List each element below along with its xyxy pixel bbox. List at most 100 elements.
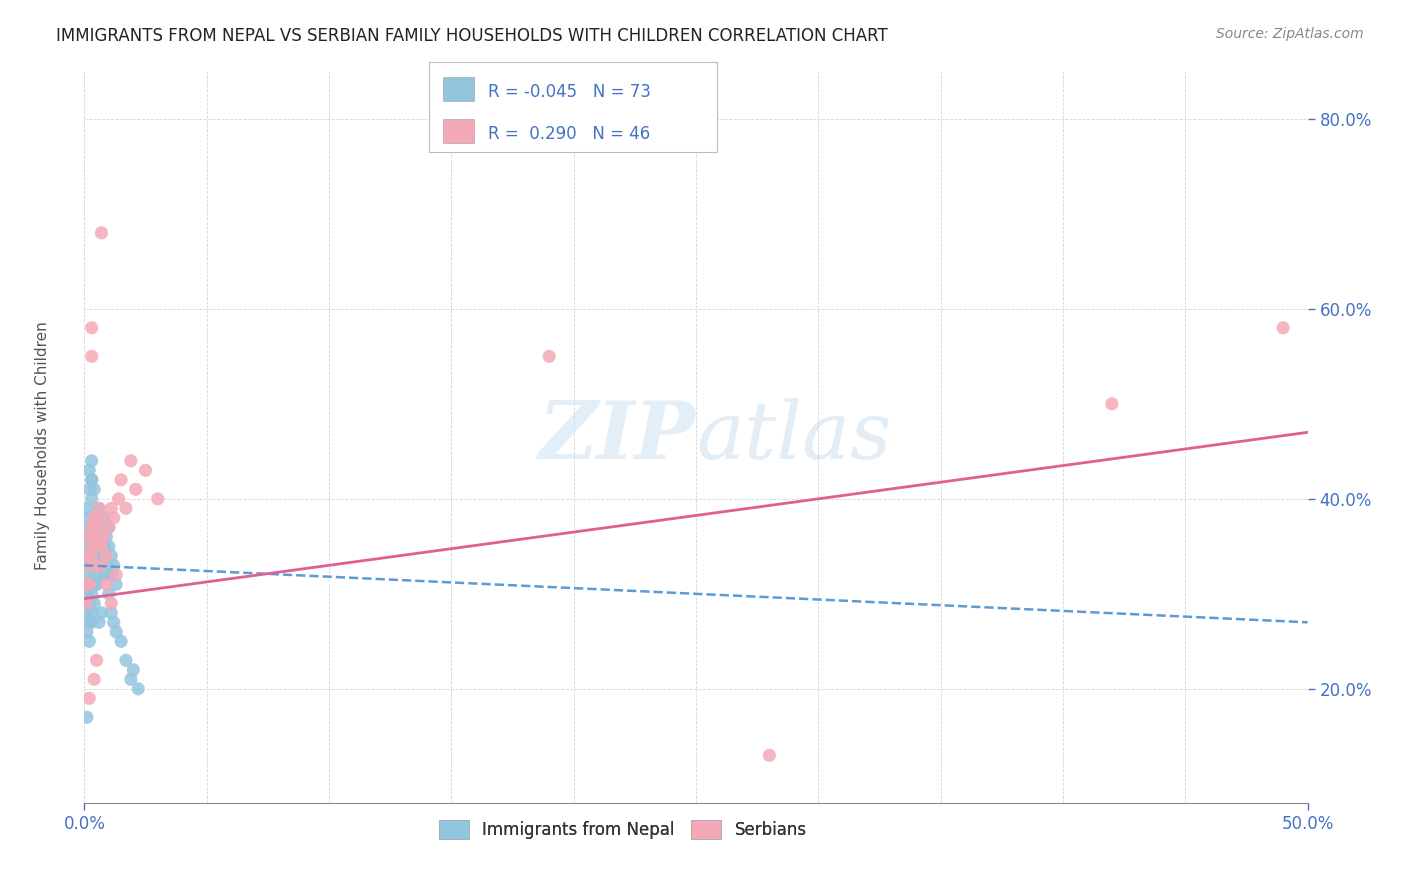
Point <box>77 615 100 630</box>
Point <box>80 549 103 563</box>
Point <box>83 558 105 573</box>
Point <box>93 539 115 553</box>
Point <box>76 501 98 516</box>
Point <box>77 530 100 544</box>
Point <box>87 615 110 630</box>
Point <box>90 226 112 240</box>
Point <box>96 567 118 582</box>
Point <box>93 511 115 525</box>
Point <box>93 567 115 582</box>
Point <box>86 653 108 667</box>
Point <box>96 558 118 573</box>
Point <box>83 673 105 687</box>
Point <box>103 558 125 573</box>
Point <box>77 634 100 648</box>
Point <box>80 539 103 553</box>
Point <box>105 567 128 582</box>
Text: R =  0.290   N = 46: R = 0.290 N = 46 <box>488 125 650 143</box>
Point <box>120 673 142 687</box>
Point <box>97 539 120 553</box>
Point <box>83 530 105 544</box>
Point <box>90 606 112 620</box>
Point <box>115 501 138 516</box>
Text: Family Households with Children: Family Households with Children <box>35 322 49 570</box>
Point <box>103 615 125 630</box>
Point <box>80 520 103 534</box>
Point <box>76 539 98 553</box>
Point <box>77 483 100 497</box>
Point <box>146 491 169 506</box>
Text: IMMIGRANTS FROM NEPAL VS SERBIAN FAMILY HOUSEHOLDS WITH CHILDREN CORRELATION CHA: IMMIGRANTS FROM NEPAL VS SERBIAN FAMILY … <box>56 27 889 45</box>
Point <box>77 691 100 706</box>
Point <box>87 530 110 544</box>
Point <box>100 596 122 610</box>
Point <box>97 520 120 534</box>
Point <box>80 321 103 335</box>
Point <box>90 530 112 544</box>
Point <box>86 539 108 553</box>
Point <box>1101 397 1123 411</box>
Point <box>80 606 103 620</box>
Point <box>76 624 98 639</box>
Point <box>90 511 112 525</box>
Legend: Immigrants from Nepal, Serbians: Immigrants from Nepal, Serbians <box>432 814 813 846</box>
Point <box>86 511 108 525</box>
Point <box>83 511 105 525</box>
Point <box>86 577 108 591</box>
Point <box>87 549 110 563</box>
Point <box>135 463 157 477</box>
Point <box>80 349 103 363</box>
Point <box>110 634 132 648</box>
Point <box>77 549 100 563</box>
Point <box>86 520 108 534</box>
Point <box>76 596 98 610</box>
Point <box>758 748 780 763</box>
Point <box>83 530 105 544</box>
Text: R = -0.045   N = 73: R = -0.045 N = 73 <box>488 83 651 101</box>
Point <box>76 606 98 620</box>
Point <box>125 483 148 497</box>
Point <box>90 558 112 573</box>
Point <box>97 520 120 534</box>
Point <box>87 501 110 516</box>
Point <box>103 511 125 525</box>
Point <box>105 624 128 639</box>
Point <box>115 653 138 667</box>
Point <box>86 558 108 573</box>
Point <box>80 558 103 573</box>
Point <box>80 615 103 630</box>
Point <box>100 606 122 620</box>
Point <box>77 511 100 525</box>
Point <box>93 549 115 563</box>
Point <box>83 596 105 610</box>
Point <box>76 577 98 591</box>
Point <box>87 520 110 534</box>
Point <box>80 473 103 487</box>
Point <box>120 454 142 468</box>
Point <box>100 501 122 516</box>
Point <box>86 577 108 591</box>
Point <box>80 520 103 534</box>
Point <box>83 483 105 497</box>
Point <box>86 511 108 525</box>
Point <box>77 596 100 610</box>
Point <box>80 491 103 506</box>
Text: Source: ZipAtlas.com: Source: ZipAtlas.com <box>1216 27 1364 41</box>
Point <box>107 491 129 506</box>
Point <box>77 567 100 582</box>
Point <box>76 520 98 534</box>
Point <box>90 539 112 553</box>
Point <box>538 349 561 363</box>
Point <box>87 530 110 544</box>
Point <box>80 454 103 468</box>
Point <box>110 473 132 487</box>
Point <box>87 558 110 573</box>
Point <box>87 501 110 516</box>
Point <box>96 549 118 563</box>
Point <box>100 549 122 563</box>
Point <box>77 463 100 477</box>
Point <box>80 539 103 553</box>
Point <box>76 549 98 563</box>
Point <box>83 511 105 525</box>
Point <box>77 530 100 544</box>
